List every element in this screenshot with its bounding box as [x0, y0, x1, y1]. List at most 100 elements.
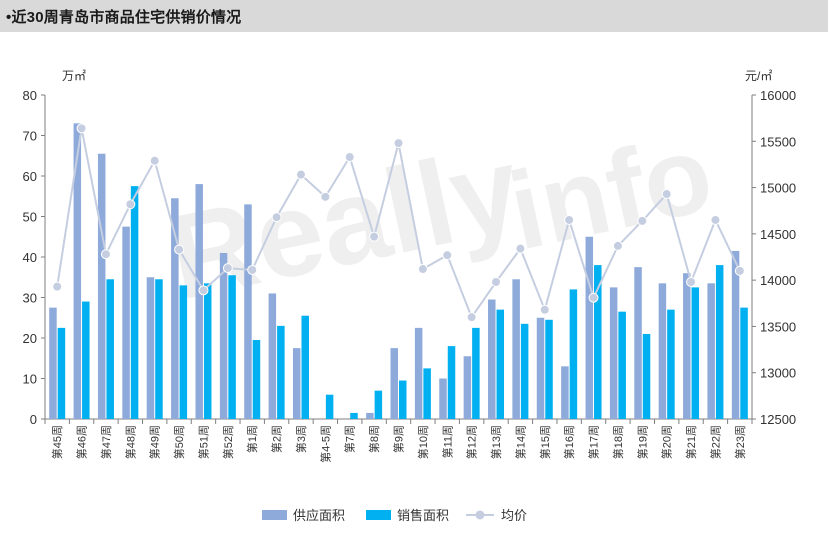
right-axis-unit: 元/㎡ [745, 69, 772, 83]
right-tick-label: 16000 [760, 88, 796, 103]
category-label: 第13周 [489, 425, 503, 459]
price-point [539, 304, 550, 315]
supply-bar [634, 267, 642, 419]
supply-bar [73, 123, 82, 419]
price-point [198, 285, 209, 296]
left-tick-label: 20 [23, 331, 37, 346]
category-label: 第48周 [123, 425, 137, 459]
sales-bar [496, 309, 505, 419]
left-tick-label: 80 [23, 88, 37, 103]
left-tick-label: 10 [23, 372, 37, 387]
category-label: 第45周 [50, 425, 64, 459]
sales-bar [520, 323, 529, 419]
category-label: 第4-5周 [318, 425, 332, 463]
category-label: 第50周 [172, 425, 186, 459]
price-point [734, 265, 745, 276]
sales-bar [715, 265, 724, 419]
supply-bar [414, 327, 423, 419]
chart-header: •近30周青岛市商品住宅供销价情况 [0, 0, 828, 32]
right-tick-label: 14000 [760, 273, 796, 288]
price-point [417, 264, 428, 275]
sales-bar [130, 186, 139, 419]
price-point [52, 281, 63, 292]
bars-group [49, 123, 748, 419]
category-label: 第52周 [221, 425, 235, 459]
category-label: 第46周 [75, 425, 89, 459]
sales-bar [228, 275, 236, 419]
left-axis-unit: 万㎡ [62, 69, 86, 83]
legend-price-label: 均价 [501, 508, 527, 523]
sales-bar [350, 412, 358, 419]
category-label: 第16周 [562, 425, 576, 459]
svg-text:info: info [499, 111, 722, 273]
supply-bar [585, 236, 594, 419]
category-label: 第2周 [270, 425, 284, 453]
axes: 0 10 20 30 40 50 60 70 80 12500 13000 13500 14000 145… [23, 88, 797, 427]
right-tick-label: 15000 [760, 181, 796, 196]
supply-bar [609, 287, 618, 419]
category-label: 第17周 [587, 425, 601, 459]
sales-bar [277, 325, 285, 419]
right-tick-label: 14500 [760, 227, 796, 242]
sales-bar [691, 287, 700, 419]
supply-bar [366, 412, 374, 419]
price-point [76, 123, 87, 134]
supply-bar [292, 348, 301, 419]
category-label: 第3周 [294, 425, 308, 453]
price-point [442, 250, 453, 261]
price-point [100, 249, 111, 260]
price-point [491, 276, 502, 287]
supply-bar [561, 366, 569, 419]
category-label: 第9周 [392, 425, 406, 453]
legend-sales-label: 销售面积 [397, 508, 449, 523]
chart-title: •近30周青岛市商品住宅供销价情况 [6, 9, 242, 26]
sales-bar [667, 309, 675, 419]
supply-bar [683, 273, 691, 419]
supply-bar [658, 283, 667, 419]
sales-bar [82, 301, 90, 419]
category-label: 第47周 [99, 425, 113, 459]
category-label: 第51周 [196, 425, 210, 459]
price-point [564, 214, 575, 225]
supply-bar [536, 317, 545, 419]
supply-bar [122, 226, 130, 419]
left-tick-label: 40 [23, 250, 37, 265]
price-point [612, 240, 623, 251]
price-line-group [52, 123, 745, 323]
category-label: 第8周 [367, 425, 381, 453]
sales-bar [325, 394, 334, 419]
supply-bar [195, 184, 203, 419]
sales-bar [423, 368, 431, 419]
price-point [125, 199, 136, 210]
left-tick-label: 30 [23, 291, 37, 306]
category-label: 第23周 [733, 425, 747, 459]
legend-supply-label: 供应面积 [293, 508, 345, 523]
price-point [466, 312, 477, 323]
supply-bar [171, 198, 179, 419]
category-label: 第20周 [660, 425, 674, 459]
sales-bar [203, 283, 212, 419]
sales-bar [57, 327, 66, 419]
price-point [344, 152, 355, 163]
supply-bar [707, 283, 715, 419]
sales-bar [155, 279, 163, 419]
supply-bar [390, 348, 398, 419]
sales-bar [545, 319, 553, 419]
category-label: 第49周 [148, 425, 162, 459]
price-point [295, 169, 306, 180]
supply-bar [512, 279, 520, 419]
supply-bar [244, 204, 252, 419]
sales-bar [472, 327, 480, 419]
price-point [320, 191, 331, 202]
legend: 供应面积 销售面积 均价 [262, 508, 527, 523]
category-label: 第12周 [465, 425, 479, 459]
left-tick-label: 60 [23, 169, 37, 184]
right-tick-label: 12500 [760, 412, 796, 427]
sales-bar [106, 279, 114, 419]
category-label: 第14周 [513, 425, 527, 459]
sales-bar [179, 285, 188, 419]
sales-bar [740, 307, 748, 419]
category-labels: 第45周 第46周 第47周 第48周 第49周 第50周 第51周 第52周 第1周 第2周 第3… [50, 425, 747, 463]
sales-bar [447, 346, 456, 419]
